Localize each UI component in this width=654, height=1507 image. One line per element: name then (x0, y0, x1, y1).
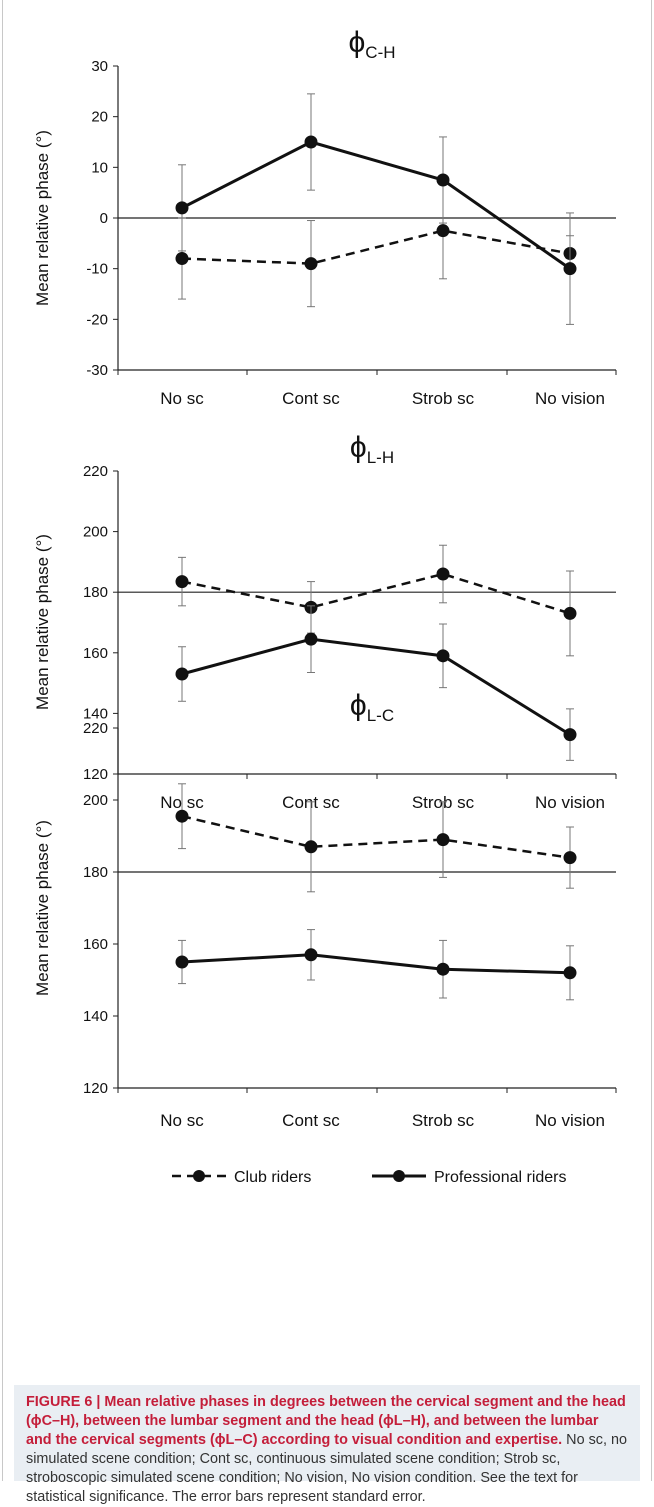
title-symbol: ϕ (348, 26, 365, 59)
x-category-label: No sc (160, 1111, 204, 1130)
series-professional-riders (175, 929, 577, 1001)
legend-marker (393, 1170, 405, 1182)
title-subscript: C-H (365, 43, 395, 62)
data-point (563, 851, 577, 865)
series-professional-riders (175, 605, 577, 761)
y-tick-label: 0 (100, 210, 108, 227)
y-tick-label: 140 (83, 1008, 108, 1025)
data-point (436, 173, 450, 187)
y-axis-label: Mean relative phase (°) (33, 820, 52, 996)
y-tick-label: -20 (86, 311, 108, 328)
data-point (436, 833, 450, 847)
series-line (181, 229, 571, 265)
legend-label: Professional riders (434, 1169, 567, 1186)
frame-border-left (2, 0, 3, 1481)
data-point (175, 955, 189, 969)
series-club-riders (175, 182, 577, 308)
y-tick-label: 120 (83, 1080, 108, 1097)
series-professional-riders (175, 93, 577, 325)
y-axis-label: Mean relative phase (°) (33, 130, 52, 306)
x-category-label: Cont sc (282, 389, 340, 408)
x-category-label: No vision (535, 389, 605, 408)
data-point (436, 567, 450, 581)
data-point (436, 649, 450, 663)
data-point (304, 632, 318, 646)
chart-title: ϕL-H (350, 431, 394, 467)
series-line (181, 140, 571, 270)
data-point (304, 135, 318, 149)
x-category-label: Cont sc (282, 1111, 340, 1130)
legend: Club riders Professional riders (172, 1169, 567, 1186)
chart-panel-l-c: ϕL-C 220 200 180 160 140 120 No sc Cont sc Strob … (33, 689, 617, 1130)
chart-title: ϕC-H (348, 26, 395, 62)
series-line (181, 814, 571, 859)
legend-marker (193, 1170, 205, 1182)
x-category-label: No sc (160, 389, 204, 408)
data-point (175, 201, 189, 215)
chart-panel-c-h: ϕC-H 30 20 10 0 -10 -20 -30 No sc Cont sc Strob sc… (33, 26, 617, 408)
y-tick-label: 10 (91, 159, 108, 176)
frame-border-right (651, 0, 652, 1481)
y-tick-label: 160 (83, 645, 108, 662)
y-tick-label: 120 (83, 766, 108, 783)
x-category-label: No vision (535, 1111, 605, 1130)
series-line (181, 637, 571, 736)
data-point (175, 809, 189, 823)
series-line (181, 953, 571, 975)
y-axis-label: Mean relative phase (°) (33, 534, 52, 710)
legend-label: Club riders (234, 1169, 311, 1186)
y-tick-label: 220 (83, 720, 108, 737)
y-tick-label: 220 (83, 463, 108, 480)
data-point (304, 257, 318, 271)
data-point (563, 606, 577, 620)
y-tick-label: 200 (83, 792, 108, 809)
y-tick-label: 200 (83, 524, 108, 541)
data-point (304, 948, 318, 962)
y-tick-label: -30 (86, 362, 108, 379)
caption-lead: FIGURE 6 | Mean relative phases in degre… (26, 1394, 626, 1448)
data-point (175, 667, 189, 681)
y-tick-label: 30 (91, 58, 108, 75)
data-point (304, 840, 318, 854)
data-point (436, 962, 450, 976)
data-point (175, 252, 189, 266)
y-tick-label: 140 (83, 705, 108, 722)
data-point (563, 728, 577, 742)
title-symbol: ϕ (350, 431, 367, 464)
y-tick-label: 160 (83, 936, 108, 953)
y-tick-label: 20 (91, 109, 108, 126)
data-point (563, 966, 577, 980)
title-subscript: L-H (367, 448, 394, 467)
data-point (563, 262, 577, 276)
title-subscript: L-C (367, 706, 394, 725)
data-point (175, 575, 189, 589)
data-point (436, 224, 450, 238)
series-line (181, 572, 571, 615)
series-club-riders (175, 544, 577, 657)
y-tick-label: -10 (86, 261, 108, 278)
x-category-label: Strob sc (412, 1111, 475, 1130)
x-category-label: No vision (535, 793, 605, 812)
x-category-label: Strob sc (412, 389, 475, 408)
title-symbol: ϕ (350, 689, 367, 722)
y-tick-label: 180 (83, 584, 108, 601)
chart-title: ϕL-C (350, 689, 394, 725)
y-tick-label: 180 (83, 864, 108, 881)
figure-caption: FIGURE 6 | Mean relative phases in degre… (14, 1385, 640, 1505)
series-club-riders (175, 783, 577, 893)
